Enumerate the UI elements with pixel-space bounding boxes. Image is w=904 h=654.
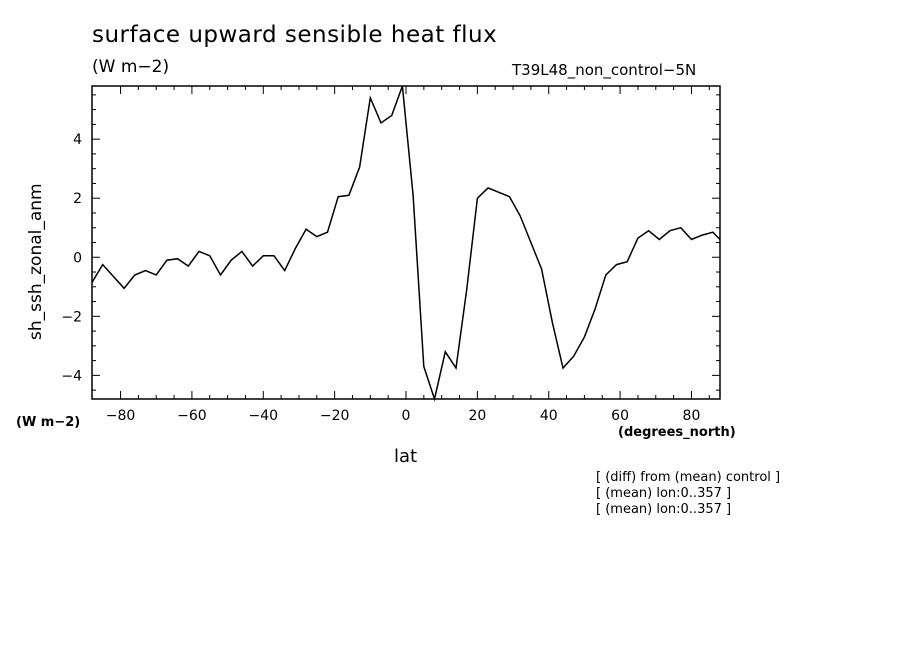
note-diff: [ (diff) from (mean) control ]: [596, 470, 781, 485]
y-tick-label: 2: [73, 191, 82, 207]
x-tick-label: −60: [177, 408, 207, 424]
y-tick-label: 4: [73, 132, 82, 148]
chart-units: (W m−2): [92, 57, 170, 77]
x-tick-label: 40: [540, 408, 558, 424]
y-tick-label: −4: [61, 368, 82, 384]
x-tick-label: −80: [106, 408, 136, 424]
y-axis-units: (W m−2): [16, 415, 81, 430]
chart-title: surface upward sensible heat flux: [92, 22, 498, 48]
x-tick-label: 80: [683, 408, 701, 424]
x-tick-label: 0: [402, 408, 411, 424]
run-label: T39L48_non_control−5N: [512, 61, 697, 79]
series-line: [91, 85, 721, 402]
axis-ticks: [92, 86, 720, 399]
note-mean-lon-1: [ (mean) lon:0..357 ]: [596, 486, 732, 501]
x-tick-label: −40: [248, 408, 278, 424]
x-tick-label: 20: [468, 408, 486, 424]
x-axis-label: lat: [394, 446, 418, 467]
x-tick-label: 60: [611, 408, 629, 424]
plot-frame: [91, 85, 721, 400]
note-mean-lon-2: [ (mean) lon:0..357 ]: [596, 502, 732, 517]
y-tick-label: −2: [61, 309, 82, 325]
x-axis-units: (degrees_north): [618, 425, 736, 440]
x-tick-label: −20: [320, 408, 350, 424]
y-tick-label: 0: [73, 250, 82, 266]
